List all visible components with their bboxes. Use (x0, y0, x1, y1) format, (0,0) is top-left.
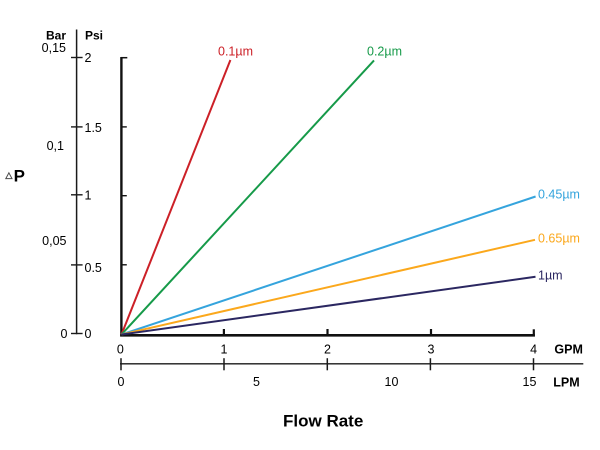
svg-text:0: 0 (61, 327, 68, 341)
svg-text:15: 15 (523, 375, 537, 389)
svg-text:0.2µm: 0.2µm (367, 45, 402, 59)
svg-text:5: 5 (253, 375, 260, 389)
svg-text:1: 1 (85, 189, 92, 203)
svg-text:0.1µm: 0.1µm (218, 45, 253, 59)
svg-text:2: 2 (85, 51, 92, 65)
svg-text:1.5: 1.5 (85, 121, 102, 135)
svg-text:Bar: Bar (46, 29, 66, 43)
svg-text:GPM: GPM (554, 342, 582, 356)
svg-text:P: P (14, 166, 25, 185)
svg-text:1µm: 1µm (538, 269, 563, 283)
svg-text:10: 10 (385, 375, 399, 389)
svg-text:0,1: 0,1 (47, 139, 64, 153)
svg-text:0: 0 (118, 375, 125, 389)
svg-text:Psi: Psi (85, 29, 103, 43)
svg-text:0.5: 0.5 (85, 261, 102, 275)
svg-text:2: 2 (324, 342, 331, 356)
svg-text:0,15: 0,15 (42, 41, 66, 55)
svg-text:Flow Rate: Flow Rate (283, 412, 363, 431)
svg-text:0.65µm: 0.65µm (538, 232, 580, 246)
svg-text:0.45µm: 0.45µm (538, 188, 580, 202)
svg-text:0,05: 0,05 (42, 234, 66, 248)
svg-text:1: 1 (221, 342, 228, 356)
svg-text:0: 0 (85, 327, 92, 341)
svg-text:4: 4 (530, 342, 537, 356)
svg-text:LPM: LPM (553, 376, 579, 390)
svg-text:3: 3 (428, 342, 435, 356)
svg-text:0: 0 (117, 342, 124, 356)
